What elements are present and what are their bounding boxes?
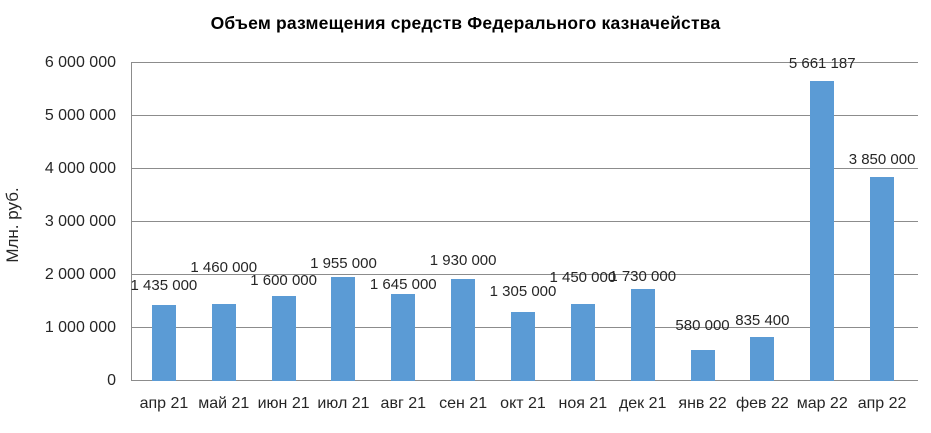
x-tick-label: окт 21 xyxy=(500,395,546,412)
gridline xyxy=(131,274,918,275)
bar-июн-21 xyxy=(271,296,296,381)
x-tick-label: май 21 xyxy=(198,395,250,412)
gridline xyxy=(131,62,918,63)
y-axis-line xyxy=(131,63,132,381)
x-tick-label: апр 21 xyxy=(139,395,189,412)
data-label: 1 435 000 xyxy=(130,277,198,294)
data-label: 580 000 xyxy=(675,317,730,334)
data-label: 5 661 187 xyxy=(788,55,856,72)
y-tick-label: 4 000 000 xyxy=(44,160,116,177)
bar-апр-21 xyxy=(151,305,176,381)
y-tick-label: 2 000 000 xyxy=(44,266,116,283)
bar-сен-21 xyxy=(451,279,476,381)
gridline xyxy=(131,168,918,169)
x-tick-label: авг 21 xyxy=(380,395,427,412)
data-label: 1 955 000 xyxy=(310,255,377,272)
y-tick-label: 1 000 000 xyxy=(44,319,116,336)
y-tick-label: 0 xyxy=(107,372,116,389)
data-label: 1 460 000 xyxy=(190,259,258,276)
bar-окт-21 xyxy=(511,312,535,381)
x-tick-label: апр 22 xyxy=(857,395,907,412)
x-tick-label: мар 22 xyxy=(796,395,848,412)
data-label: 835 400 xyxy=(735,312,790,329)
chart-title: Объем размещения средств Федерального ка… xyxy=(210,13,721,33)
data-label: 1 600 000 xyxy=(250,272,317,289)
data-label: 3 850 000 xyxy=(848,151,916,168)
bar-авг-21 xyxy=(391,294,416,381)
y-tick-label: 6 000 000 xyxy=(44,54,116,71)
x-tick-label: июл 21 xyxy=(317,395,370,412)
bar-мар-22 xyxy=(810,81,835,381)
bar-янв-22 xyxy=(690,350,715,381)
x-tick-label: янв 22 xyxy=(678,395,727,412)
bar-фев-22 xyxy=(750,337,775,381)
data-label: 1 450 000 xyxy=(549,269,617,286)
bar-ноя-21 xyxy=(570,304,595,381)
x-tick-label: фев 22 xyxy=(735,395,789,412)
plot-area xyxy=(131,62,918,381)
y-tick-label: 3 000 000 xyxy=(44,213,116,230)
bar-дек-21 xyxy=(630,289,655,381)
gridline xyxy=(131,115,918,116)
x-tick-label: июн 21 xyxy=(257,395,310,412)
x-tick-label: ноя 21 xyxy=(558,395,608,412)
data-label: 1 730 000 xyxy=(609,268,677,285)
data-label: 1 305 000 xyxy=(489,283,557,300)
bar-июл-21 xyxy=(331,277,356,381)
y-tick-label: 5 000 000 xyxy=(44,107,116,124)
data-label: 1 930 000 xyxy=(429,252,497,269)
bar-май-21 xyxy=(211,304,236,381)
x-tick-label: сен 21 xyxy=(439,395,488,412)
x-tick-label: дек 21 xyxy=(618,395,667,412)
gridline xyxy=(131,221,918,222)
data-label: 1 645 000 xyxy=(369,276,437,293)
bar-апр-22 xyxy=(870,177,895,381)
